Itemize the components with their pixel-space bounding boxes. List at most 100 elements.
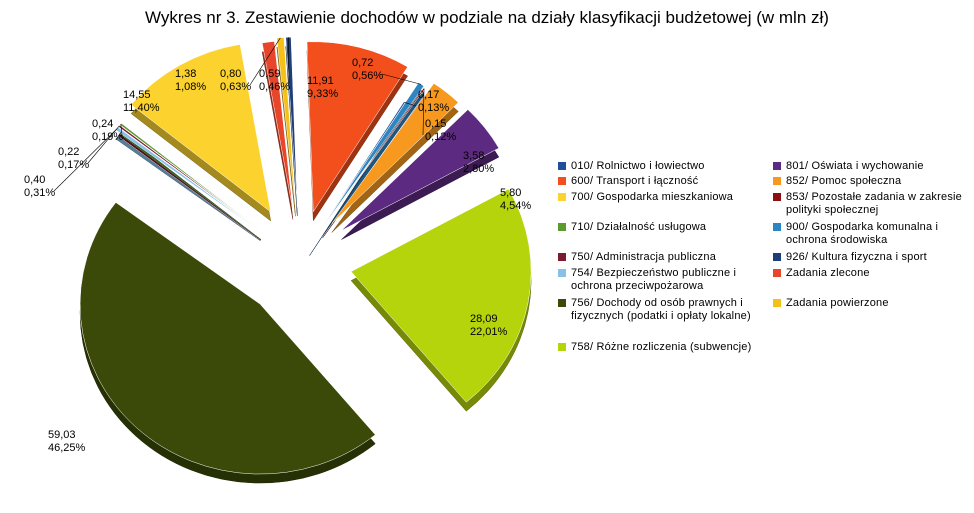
legend-item: 754/ Bezpieczeństwo publiczne i ochrona …: [558, 267, 758, 293]
legend-label: 750/ Administracja publiczna: [571, 251, 717, 263]
data-label-percent: 9,33%: [307, 88, 338, 100]
leader-line: [381, 73, 422, 85]
legend-item: 600/ Transport i łączność: [558, 175, 758, 188]
legend-item: 926/ Kultura fizyczna i sport: [773, 251, 973, 264]
data-label-percent: 0,13%: [418, 102, 449, 114]
legend-label: 754/ Bezpieczeństwo publiczne i ochrona …: [571, 267, 737, 292]
legend-label: 926/ Kultura fizyczna i sport: [786, 251, 927, 263]
data-label-value: 28,09: [470, 313, 498, 325]
data-label: 0,22 0,17%: [58, 146, 89, 171]
legend-swatch: [558, 223, 566, 231]
data-label: 0,40 0,31%: [24, 174, 55, 199]
legend-item: 010/ Rolnictwo i łowiectwo: [558, 160, 758, 173]
legend-swatch: [558, 193, 566, 201]
data-label-value: 0,24: [92, 118, 113, 130]
pie-slice: [130, 44, 272, 213]
data-label-percent: 4,54%: [500, 200, 531, 212]
leader-line: [87, 125, 120, 164]
data-label: 14,55 11,40%: [123, 89, 160, 114]
data-label-percent: 0,31%: [24, 187, 55, 199]
data-label: 1,38 1,08%: [175, 68, 206, 93]
data-label-percent: 1,08%: [175, 81, 206, 93]
data-label-value: 59,03: [48, 429, 76, 441]
data-label-percent: 0,56%: [352, 70, 383, 82]
data-label: 0,72 0,56%: [352, 57, 383, 82]
leader-line: [422, 88, 425, 136]
data-label-value: 11,91: [307, 75, 334, 87]
pie-slice-side: [115, 136, 261, 241]
pie-data-labels: 0,17 0,13%11,91 9,33%14,55 11,40%0,24 0,19%0…: [24, 57, 531, 454]
data-label-value: 5,80: [500, 187, 521, 199]
legend-swatch: [558, 162, 566, 170]
pie-slice: [261, 41, 294, 211]
legend-swatch: [773, 269, 781, 277]
legend-item: 801/ Oświata i wychowanie: [773, 160, 973, 173]
data-label-percent: 0,63%: [220, 81, 251, 93]
legend-label: 900/ Gospodarka komunalna i ochrona środ…: [786, 221, 939, 246]
legend-label: 756/ Dochody od osób prawnych i fizyczny…: [571, 297, 751, 322]
leader-line: [249, 37, 281, 86]
chart-title: Wykres nr 3. Zestawienie dochodów w podz…: [145, 8, 829, 27]
data-label: 0,80 0,63%: [220, 68, 251, 93]
legend-item: 900/ Gospodarka komunalna i ochrona środ…: [773, 221, 973, 247]
data-label: 28,09 22,01%: [470, 313, 508, 338]
data-label-percent: 11,40%: [123, 102, 160, 114]
legend-label: 010/ Rolnictwo i łowiectwo: [571, 160, 705, 172]
legend-item: Zadania zlecone: [773, 267, 973, 280]
pie-slice: [331, 83, 459, 224]
data-label-value: 14,55: [123, 89, 151, 101]
pie-slice: [79, 202, 376, 475]
leader-line: [120, 124, 123, 136]
leader-line: [53, 128, 118, 192]
legend-item: Zadania powierzone: [773, 297, 973, 310]
legend-swatch: [773, 193, 781, 201]
data-label-percent: 22,01%: [470, 326, 508, 338]
legend-label: 710/ Działalność usługowa: [571, 221, 707, 233]
data-label-percent: 0,19%: [92, 131, 123, 143]
legend-label: 700/ Gospodarka mieszkaniowa: [571, 191, 734, 203]
legend-swatch: [773, 299, 781, 307]
pie-leader-lines: [53, 37, 425, 192]
legend-swatch: [773, 177, 781, 185]
pie-slice: [350, 188, 532, 403]
legend-label: 600/ Transport i łączność: [571, 175, 699, 187]
pie-slice: [276, 37, 296, 208]
data-label: 5,80 4,54%: [500, 187, 531, 212]
legend-label: 758/ Różne rozliczenia (subwencje): [571, 341, 752, 353]
data-label: 0,15 0,12%: [425, 118, 456, 143]
legend-item: 853/ Pozostałe zadania w zakresie polity…: [773, 191, 973, 217]
data-label-percent: 0,46%: [259, 81, 290, 93]
pie-slice: [341, 109, 500, 231]
pie-slice: [119, 123, 262, 231]
data-label-value: 0,40: [24, 174, 45, 186]
data-label-value: 0,72: [352, 57, 373, 69]
legend-label: Zadania zlecone: [786, 267, 870, 279]
legend-label: 853/ Pozostałe zadania w zakresie polity…: [786, 191, 962, 216]
pie-slice: [306, 41, 408, 213]
data-label: 11,91 9,33%: [307, 75, 338, 100]
pie-slice: [322, 87, 425, 230]
data-label: 0,24 0,19%: [92, 118, 123, 143]
legend-item: 710/ Działalność usługowa: [558, 221, 758, 234]
data-label-value: 0,80: [220, 68, 241, 80]
data-label: 0,59 0,46%: [259, 68, 290, 93]
legend-label: 852/ Pomoc społeczna: [786, 175, 902, 187]
data-label-value: 1,38: [175, 68, 196, 80]
legend-item: 756/ Dochody od osób prawnych i fizyczny…: [558, 297, 758, 323]
legend-swatch: [773, 253, 781, 261]
pie-slice-side: [118, 134, 261, 241]
data-label-value: 0,17: [418, 89, 439, 101]
legend-label: 801/ Oświata i wychowanie: [786, 160, 924, 172]
legend-swatch: [558, 269, 566, 277]
data-label-percent: 0,12%: [425, 131, 456, 143]
data-label-value: 0,59: [259, 68, 280, 80]
data-label-value: 3,58: [463, 150, 484, 162]
legend-swatch: [558, 253, 566, 261]
data-label-value: 0,22: [58, 146, 79, 158]
legend-item: 758/ Różne rozliczenia (subwencje): [558, 341, 758, 354]
data-label-percent: 2,80%: [463, 163, 494, 175]
data-label-value: 0,15: [425, 118, 446, 130]
legend-item: 700/ Gospodarka mieszkaniowa: [558, 191, 758, 204]
legend-item: 852/ Pomoc społeczna: [773, 175, 973, 188]
legend-swatch: [558, 177, 566, 185]
